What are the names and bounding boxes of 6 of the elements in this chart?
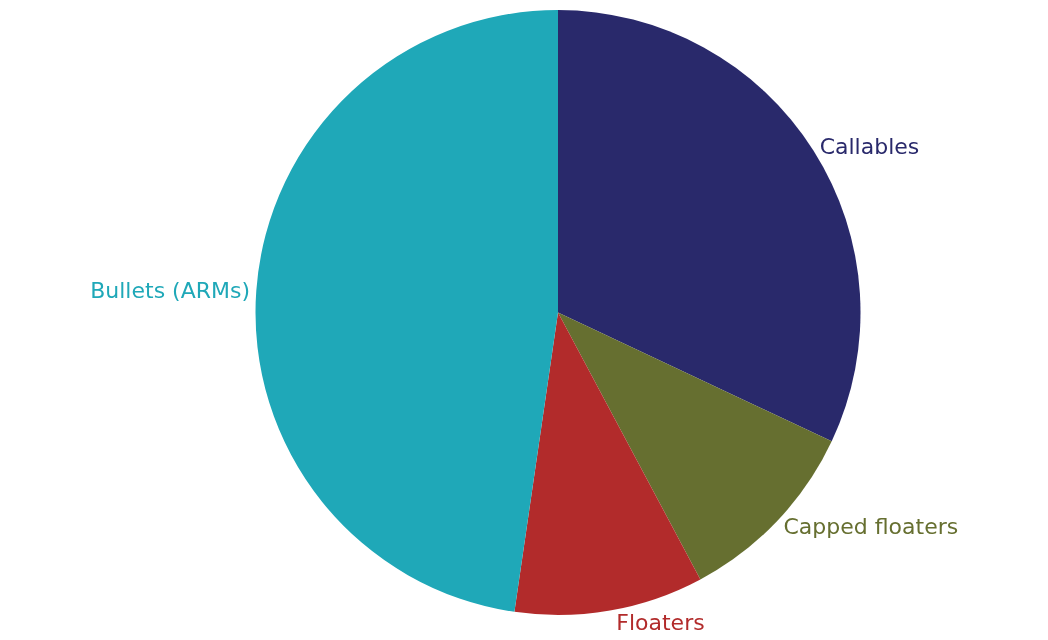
- pie-slice: [514, 312, 701, 615]
- slice-label: Bullets (ARMs): [90, 278, 251, 304]
- slice-label: Floaters: [616, 610, 705, 636]
- slice-label: Callables: [819, 134, 920, 160]
- pie-slice: [255, 10, 558, 612]
- slice-label: Capped floaters: [783, 514, 959, 540]
